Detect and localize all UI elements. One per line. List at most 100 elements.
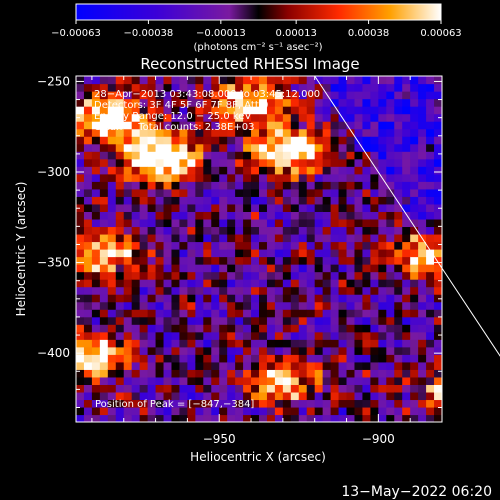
heatmap-cell: [410, 391, 419, 401]
heatmap-cell: [163, 346, 173, 355]
heatmap-cell: [346, 384, 356, 393]
heatmap-cell: [227, 136, 236, 145]
heatmap-cell: [91, 339, 101, 348]
heatmap-cell: [99, 106, 109, 115]
heatmap-cell: [171, 196, 181, 205]
heatmap-cell: [99, 203, 109, 212]
heatmap-cell: [266, 361, 276, 370]
heatmap-cell: [131, 136, 141, 145]
heatmap-cell: [195, 264, 204, 273]
heatmap-cell: [378, 249, 387, 258]
heatmap-cell: [155, 286, 165, 295]
heatmap-cell: [378, 226, 387, 235]
heatmap-cell: [139, 301, 149, 310]
heatmap-cell: [91, 406, 101, 416]
heatmap-cell: [338, 391, 348, 401]
heatmap-cell: [282, 391, 292, 401]
heatmap-cell: [115, 173, 125, 182]
heatmap-cell: [131, 294, 141, 303]
heatmap-cell: [418, 83, 427, 92]
heatmap-cell: [259, 158, 268, 167]
heatmap-cell: [418, 331, 427, 340]
heatmap-cell: [163, 106, 173, 115]
heatmap-cell: [322, 121, 332, 130]
heatmap-cell: [338, 384, 348, 393]
heatmap-cell: [147, 301, 157, 310]
heatmap-cell: [139, 83, 149, 92]
heatmap-cell: [266, 294, 276, 303]
heatmap-cell: [298, 106, 308, 115]
heatmap-cell: [330, 173, 340, 182]
heatmap-cell: [274, 121, 284, 130]
heatmap-cell: [410, 211, 419, 220]
heatmap-cell: [99, 384, 109, 393]
heatmap-cell: [386, 309, 395, 318]
heatmap-cell: [362, 76, 371, 85]
heatmap-cell: [211, 256, 220, 265]
heatmap-cell: [378, 188, 387, 197]
heatmap-cell: [179, 158, 188, 167]
heatmap-cell: [219, 98, 228, 107]
heatmap-cell: [394, 211, 403, 220]
heatmap-cell: [219, 211, 228, 220]
heatmap-cell: [346, 83, 356, 92]
heatmap-cell: [227, 241, 236, 250]
heatmap-cell: [219, 166, 228, 175]
heatmap-cell: [418, 128, 427, 137]
heatmap-cell: [83, 264, 93, 273]
heatmap-cell: [235, 106, 244, 115]
heatmap-cell: [259, 233, 268, 243]
heatmap-cell: [410, 301, 419, 310]
heatmap-cell: [219, 331, 228, 340]
heatmap-cell: [139, 384, 149, 393]
heatmap-cell: [251, 218, 260, 228]
heatmap-cell: [418, 249, 427, 258]
heatmap-cell: [298, 98, 308, 107]
heatmap-cell: [346, 324, 356, 333]
heatmap-cell: [298, 309, 308, 318]
heatmap-cell: [195, 121, 204, 130]
heatmap-cell: [139, 233, 149, 243]
heatmap-cell: [410, 196, 419, 205]
heatmap-cell: [290, 113, 300, 122]
heatmap-cell: [314, 83, 324, 92]
heatmap-cell: [434, 294, 442, 303]
heatmap-cell: [266, 241, 276, 250]
heatmap-cell: [274, 166, 284, 175]
heatmap-cell: [171, 121, 181, 130]
heatmap-cell: [346, 286, 356, 295]
heatmap-cell: [203, 241, 212, 250]
heatmap-cell: [195, 91, 204, 100]
heatmap-cell: [426, 181, 435, 190]
heatmap-cell: [203, 151, 212, 160]
heatmap-cell: [314, 211, 324, 220]
heatmap-cell: [91, 196, 101, 205]
heatmap-cell: [259, 376, 268, 385]
heatmap-cell: [139, 173, 149, 182]
heatmap-cell: [410, 376, 419, 385]
heatmap-cell: [235, 76, 244, 85]
heatmap-cell: [179, 83, 188, 92]
heatmap-cell: [298, 128, 308, 137]
heatmap-cell: [290, 316, 300, 325]
heatmap-cell: [163, 188, 173, 197]
heatmap-cell: [243, 369, 252, 378]
heatmap-cell: [298, 249, 308, 258]
heatmap-cell: [426, 376, 435, 385]
heatmap-cell: [314, 361, 324, 370]
heatmap-cell: [274, 241, 284, 250]
heatmap-cell: [171, 76, 181, 85]
heatmap-cell: [338, 181, 348, 190]
colorbar-ticks: −0.00063 −0.00038 −0.00013 0.00013 0.00038 0.…: [51, 20, 462, 39]
heatmap-cell: [115, 249, 125, 258]
heatmap-cell: [410, 158, 419, 167]
heatmap-cell: [330, 256, 340, 265]
heatmap-cell: [91, 376, 101, 385]
heatmap-cell: [259, 91, 268, 100]
heatmap-cell: [402, 384, 411, 393]
heatmap-cell: [107, 218, 117, 228]
heatmap-cell: [322, 361, 332, 370]
heatmap-cell: [115, 121, 125, 130]
heatmap-cell: [203, 309, 212, 318]
heatmap-cell: [139, 128, 149, 137]
